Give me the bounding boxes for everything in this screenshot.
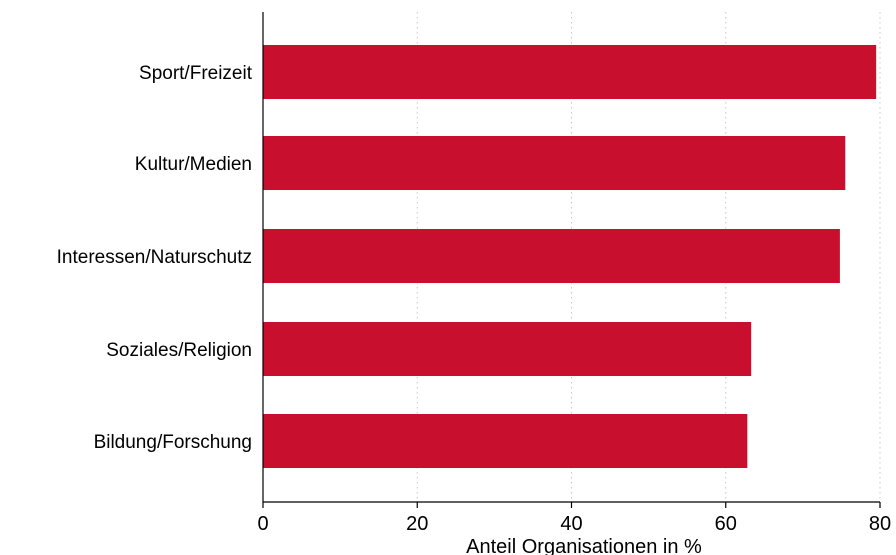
x-axis-title: Anteil Organisationen in % xyxy=(466,536,702,555)
x-tick-label-0: 0 xyxy=(257,513,268,535)
category-label-Interessen/Naturschutz: Interessen/Naturschutz xyxy=(57,247,252,268)
bar-Bildung/Forschung xyxy=(263,414,748,468)
x-tick-label-80: 80 xyxy=(869,513,891,535)
bar-Soziales/Religion xyxy=(263,322,752,376)
bar-Sport/Freizeit xyxy=(263,45,877,99)
category-label-Sport/Freizeit: Sport/Freizeit xyxy=(139,63,253,84)
category-label-Bildung/Forschung: Bildung/Forschung xyxy=(94,432,252,453)
labels: 0 20 40 60 80 Sport/Freizeit Kultur/Medien Inte… xyxy=(57,63,892,535)
x-tick-label-20: 20 xyxy=(406,513,428,535)
axes xyxy=(262,12,881,508)
category-label-Kultur/Medien: Kultur/Medien xyxy=(135,154,252,175)
category-label-Soziales/Religion: Soziales/Religion xyxy=(106,340,252,361)
x-tick-label-60: 60 xyxy=(715,513,737,535)
bars xyxy=(263,45,877,468)
bar-Kultur/Medien xyxy=(263,136,846,190)
x-tick-label-40: 40 xyxy=(560,513,582,535)
bar-Interessen/Naturschutz xyxy=(263,229,840,283)
